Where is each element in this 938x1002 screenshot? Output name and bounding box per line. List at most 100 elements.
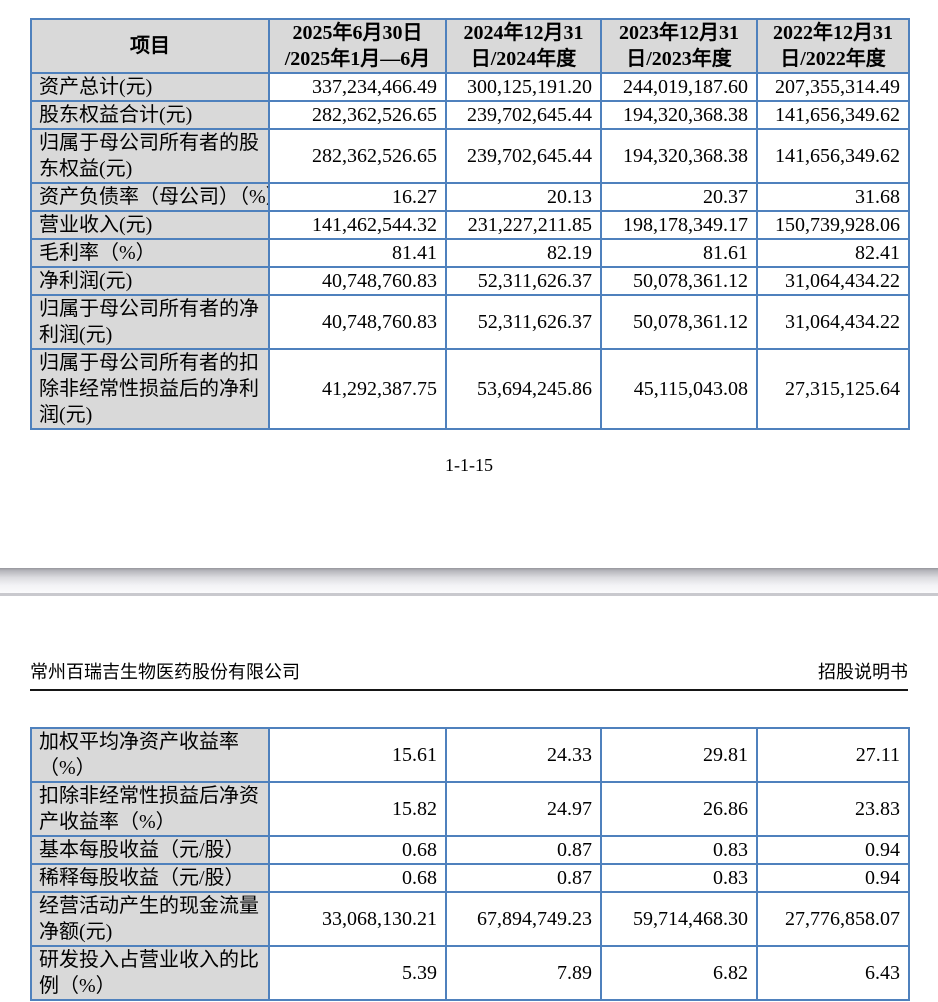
cell-value: 82.19 — [445, 238, 602, 268]
cell-value: 231,227,211.85 — [445, 210, 602, 240]
row-label: 归属于母公司所有者的扣除非经常性损益后的净利润(元) — [30, 348, 270, 430]
cell-value: 40,748,760.83 — [268, 294, 447, 350]
key-financials-table-continued: 加权平均净资产收益率（%） 15.61 24.33 29.81 27.11 扣除… — [30, 727, 910, 1001]
cell-value: 31.68 — [756, 182, 910, 212]
cell-value: 0.68 — [268, 835, 447, 865]
cell-value: 0.94 — [756, 863, 910, 893]
cell-value: 52,311,626.37 — [445, 266, 602, 296]
cell-value: 0.83 — [600, 863, 758, 893]
cell-value: 0.94 — [756, 835, 910, 865]
cell-value: 40,748,760.83 — [268, 266, 447, 296]
row-label: 净利润(元) — [30, 266, 270, 296]
table-row-parent-net-profit: 归属于母公司所有者的净利润(元) 40,748,760.83 52,311,62… — [30, 294, 910, 350]
cell-value: 239,702,645.44 — [445, 100, 602, 130]
cell-value: 31,064,434.22 — [756, 266, 910, 296]
row-label: 股东权益合计(元) — [30, 100, 270, 130]
cell-value: 23.83 — [756, 781, 910, 837]
cell-value: 59,714,468.30 — [600, 891, 758, 947]
cell-value: 0.87 — [445, 863, 602, 893]
row-label: 毛利率（%） — [30, 238, 270, 268]
cell-value: 0.83 — [600, 835, 758, 865]
cell-value: 45,115,043.08 — [600, 348, 758, 430]
key-financials-table: 项目 2025年6月30日 /2025年1月—6月 2024年12月31 日/2… — [30, 18, 910, 430]
cell-value: 141,656,349.62 — [756, 128, 910, 184]
table-row-gross-margin: 毛利率（%） 81.41 82.19 81.61 82.41 — [30, 238, 910, 268]
cell-value: 7.89 — [445, 945, 602, 1001]
running-header: 常州百瑞吉生物医药股份有限公司 招股说明书 — [30, 660, 908, 691]
table-row-total-equity: 股东权益合计(元) 282,362,526.65 239,702,645.44 … — [30, 100, 910, 130]
cell-value: 15.61 — [268, 727, 447, 783]
table-row-diluted-eps: 稀释每股收益（元/股） 0.68 0.87 0.83 0.94 — [30, 863, 910, 893]
cell-value: 20.37 — [600, 182, 758, 212]
cell-value: 53,694,245.86 — [445, 348, 602, 430]
cell-value: 67,894,749.23 — [445, 891, 602, 947]
cell-value: 52,311,626.37 — [445, 294, 602, 350]
cell-value: 141,462,544.32 — [268, 210, 447, 240]
table-row-rd-ratio: 研发投入占营业收入的比例（%） 5.39 7.89 6.82 6.43 — [30, 945, 910, 1001]
cell-value: 194,320,368.38 — [600, 100, 758, 130]
cell-value: 29.81 — [600, 727, 758, 783]
table-row-roe-excl-nonrecurring: 扣除非经常性损益后净资产收益率（%） 15.82 24.97 26.86 23.… — [30, 781, 910, 837]
cell-value: 300,125,191.20 — [445, 72, 602, 102]
cell-value: 81.61 — [600, 238, 758, 268]
cell-value: 31,064,434.22 — [756, 294, 910, 350]
cell-value: 20.13 — [445, 182, 602, 212]
document-type-label: 招股说明书 — [818, 662, 908, 682]
table-row-operating-cash-flow: 经营活动产生的现金流量净额(元) 33,068,130.21 67,894,74… — [30, 891, 910, 947]
row-label: 加权平均净资产收益率（%） — [30, 727, 270, 783]
cell-value: 150,739,928.06 — [756, 210, 910, 240]
cell-value: 81.41 — [268, 238, 447, 268]
cell-value: 0.87 — [445, 835, 602, 865]
cell-value: 27.11 — [756, 727, 910, 783]
row-label: 扣除非经常性损益后净资产收益率（%） — [30, 781, 270, 837]
row-label: 经营活动产生的现金流量净额(元) — [30, 891, 270, 947]
row-label: 研发投入占营业收入的比例（%） — [30, 945, 270, 1001]
cell-value: 50,078,361.12 — [600, 266, 758, 296]
row-label: 资产负债率（母公司）（%） — [30, 182, 270, 212]
cell-value: 198,178,349.17 — [600, 210, 758, 240]
table-row-parent-net-profit-excl-nonrecurring: 归属于母公司所有者的扣除非经常性损益后的净利润(元) 41,292,387.75… — [30, 348, 910, 430]
cell-value: 0.68 — [268, 863, 447, 893]
cell-value: 141,656,349.62 — [756, 100, 910, 130]
cell-value: 24.33 — [445, 727, 602, 783]
column-header-2025: 2025年6月30日 /2025年1月—6月 — [268, 18, 447, 74]
table-header-row: 项目 2025年6月30日 /2025年1月—6月 2024年12月31 日/2… — [30, 18, 910, 74]
cell-value: 5.39 — [268, 945, 447, 1001]
table-row-weighted-roe: 加权平均净资产收益率（%） 15.61 24.33 29.81 27.11 — [30, 727, 910, 783]
cell-value: 282,362,526.65 — [268, 100, 447, 130]
row-label: 稀释每股收益（元/股） — [30, 863, 270, 893]
table-row-total-assets: 资产总计(元) 337,234,466.49 300,125,191.20 24… — [30, 72, 910, 102]
cell-value: 6.82 — [600, 945, 758, 1001]
page-break-divider — [0, 568, 938, 596]
table-row-basic-eps: 基本每股收益（元/股） 0.68 0.87 0.83 0.94 — [30, 835, 910, 865]
row-label: 资产总计(元) — [30, 72, 270, 102]
cell-value: 194,320,368.38 — [600, 128, 758, 184]
table-row-revenue: 营业收入(元) 141,462,544.32 231,227,211.85 19… — [30, 210, 910, 240]
column-header-2022: 2022年12月31 日/2022年度 — [756, 18, 910, 74]
cell-value: 207,355,314.49 — [756, 72, 910, 102]
row-label: 归属于母公司所有者的净利润(元) — [30, 294, 270, 350]
cell-value: 50,078,361.12 — [600, 294, 758, 350]
cell-value: 15.82 — [268, 781, 447, 837]
column-header-item: 项目 — [30, 18, 270, 74]
cell-value: 41,292,387.75 — [268, 348, 447, 430]
cell-value: 244,019,187.60 — [600, 72, 758, 102]
table-row-debt-ratio: 资产负债率（母公司）（%） 16.27 20.13 20.37 31.68 — [30, 182, 910, 212]
column-header-2023: 2023年12月31 日/2023年度 — [600, 18, 758, 74]
row-label: 基本每股收益（元/股） — [30, 835, 270, 865]
cell-value: 16.27 — [268, 182, 447, 212]
cell-value: 27,776,858.07 — [756, 891, 910, 947]
cell-value: 27,315,125.64 — [756, 348, 910, 430]
cell-value: 33,068,130.21 — [268, 891, 447, 947]
cell-value: 337,234,466.49 — [268, 72, 447, 102]
row-label: 归属于母公司所有者的股东权益(元) — [30, 128, 270, 184]
cell-value: 82.41 — [756, 238, 910, 268]
table-row-net-profit: 净利润(元) 40,748,760.83 52,311,626.37 50,07… — [30, 266, 910, 296]
row-label: 营业收入(元) — [30, 210, 270, 240]
page-number: 1-1-15 — [445, 455, 493, 475]
cell-value: 6.43 — [756, 945, 910, 1001]
cell-value: 24.97 — [445, 781, 602, 837]
column-header-2024: 2024年12月31 日/2024年度 — [445, 18, 602, 74]
table-row-parent-equity: 归属于母公司所有者的股东权益(元) 282,362,526.65 239,702… — [30, 128, 910, 184]
